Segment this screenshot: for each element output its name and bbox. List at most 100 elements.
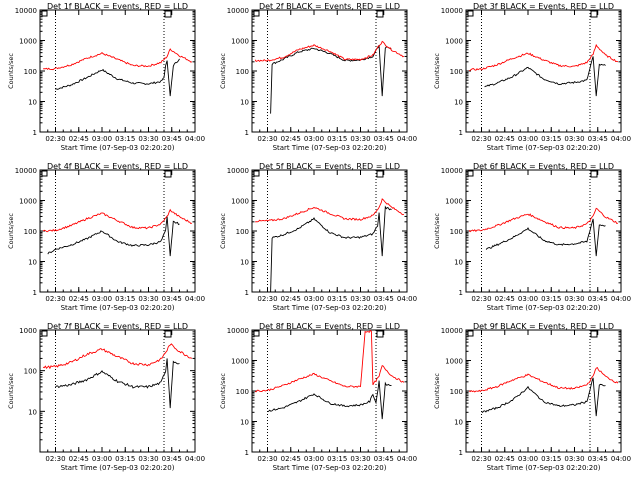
axes-frame	[465, 169, 622, 293]
panel-title: Det 1f BLACK = Events, RED = LLD	[47, 2, 188, 11]
panel-title: Det 2f BLACK = Events, RED = LLD	[259, 2, 400, 11]
series-line-events	[485, 218, 606, 257]
x-tick-label: 02:45	[281, 295, 301, 303]
x-tick-label: 03:00	[518, 295, 538, 303]
x-tick-label: 03:45	[162, 295, 182, 303]
panel-title: Det 3f BLACK = Events, RED = LLD	[473, 2, 614, 11]
y-tick-label: 10	[240, 99, 249, 107]
panel-det-4: Det 4f BLACK = Events, RED = LLD 1 10 100 10…	[7, 162, 205, 312]
panel-det-2: Det 2f BLACK = Events, RED = LLD 1 10 100 10…	[219, 2, 417, 152]
series-line-lld	[42, 208, 193, 233]
panel-title: Det 6f BLACK = Events, RED = LLD	[473, 162, 614, 171]
y-tick-label: 100	[450, 228, 463, 236]
x-tick-label: 02:30	[45, 455, 65, 463]
y-axis-label: Counts/sec	[7, 53, 15, 89]
y-tick-label: 1	[245, 289, 249, 297]
x-tick-label: 03:30	[138, 135, 158, 143]
panel-det-8: Det 8f BLACK = Events, RED = LLD 1 10 100 10…	[219, 322, 417, 472]
panel-det-9: Det 9f BLACK = Events, RED = LLD 1 10 100 10…	[433, 322, 631, 472]
y-tick-label: 10000	[227, 327, 249, 335]
y-tick-label: 100	[450, 68, 463, 76]
x-tick-label: 03:30	[350, 295, 370, 303]
y-tick-label: 10000	[441, 327, 463, 335]
series-line-events	[55, 358, 180, 409]
y-tick-label: 100	[450, 388, 463, 396]
flag-box-right	[590, 10, 598, 18]
flag-box-left	[41, 330, 48, 337]
y-tick-label: 1000	[19, 327, 37, 335]
x-tick-label: 04:00	[397, 455, 417, 463]
axes-frame	[39, 169, 196, 293]
x-tick-label: 03:15	[541, 135, 561, 143]
y-tick-label: 1	[459, 449, 463, 457]
panel-title: Det 5f BLACK = Events, RED = LLD	[259, 162, 400, 171]
y-axis-label: Counts/sec	[7, 213, 15, 249]
x-axis-label: Start Time (07-Sep-03 02:20:20)	[487, 304, 601, 312]
y-tick-label: 100	[24, 68, 37, 76]
y-tick-label: 10000	[441, 7, 463, 15]
x-tick-label: 03:45	[588, 295, 608, 303]
x-tick-label: 04:00	[611, 455, 631, 463]
x-tick-label: 03:45	[374, 455, 394, 463]
x-tick-label: 02:30	[45, 295, 65, 303]
y-tick-label: 1	[459, 289, 463, 297]
x-tick-label: 02:45	[69, 455, 89, 463]
x-tick-label: 02:45	[281, 135, 301, 143]
x-tick-label: 04:00	[397, 135, 417, 143]
y-tick-label: 100	[236, 388, 249, 396]
y-tick-label: 10	[454, 259, 463, 267]
series-line-events	[267, 380, 392, 420]
y-tick-label: 1000	[445, 198, 463, 206]
x-tick-label: 03:30	[138, 295, 158, 303]
x-tick-label: 02:30	[257, 295, 277, 303]
y-tick-label: 100	[24, 368, 37, 376]
flag-box-right	[164, 10, 172, 18]
flag-box-right	[164, 170, 172, 178]
x-tick-label: 03:15	[327, 455, 347, 463]
y-axis-label: Counts/sec	[219, 373, 227, 409]
panel-det-5: Det 5f BLACK = Events, RED = LLD 1 10 100 10…	[219, 162, 417, 312]
x-axis-label: Start Time (07-Sep-03 02:20:20)	[273, 144, 387, 152]
x-tick-label: 02:30	[471, 295, 491, 303]
x-axis-label: Start Time (07-Sep-03 02:20:20)	[273, 464, 387, 472]
series-line-lld	[468, 366, 619, 393]
x-tick-label: 03:15	[541, 295, 561, 303]
x-tick-label: 03:00	[304, 455, 324, 463]
x-tick-label: 03:00	[304, 295, 324, 303]
y-axis-label: Counts/sec	[7, 373, 15, 409]
y-tick-label: 1000	[231, 358, 249, 366]
y-tick-label: 10	[454, 419, 463, 427]
x-tick-label: 02:45	[69, 135, 89, 143]
x-tick-label: 03:15	[327, 295, 347, 303]
y-tick-label: 1	[33, 289, 37, 297]
series-line-lld	[468, 207, 619, 233]
axes-frame	[251, 329, 408, 453]
flag-box-left	[467, 170, 474, 177]
x-tick-label: 04:00	[611, 135, 631, 143]
series-line-events	[270, 45, 392, 114]
x-tick-label: 03:30	[350, 135, 370, 143]
y-tick-label: 1000	[445, 358, 463, 366]
series-line-events	[484, 56, 606, 97]
x-tick-label: 02:45	[495, 135, 515, 143]
y-tick-label: 1	[245, 449, 249, 457]
x-tick-label: 03:15	[541, 455, 561, 463]
x-tick-label: 03:30	[350, 455, 370, 463]
flag-box-left	[41, 170, 48, 177]
series-line-lld	[254, 40, 405, 63]
x-tick-label: 02:30	[471, 455, 491, 463]
y-tick-label: 100	[236, 68, 249, 76]
x-tick-label: 02:45	[495, 295, 515, 303]
y-tick-label: 10000	[441, 167, 463, 175]
series-line-lld	[255, 198, 404, 223]
y-axis-label: Counts/sec	[433, 373, 441, 409]
x-tick-label: 03:15	[115, 295, 135, 303]
axes-frame	[39, 9, 196, 133]
y-tick-label: 1000	[445, 38, 463, 46]
x-tick-label: 03:30	[564, 295, 584, 303]
axes-frame	[465, 9, 622, 133]
y-tick-label: 10000	[15, 7, 37, 15]
x-axis-label: Start Time (07-Sep-03 02:20:20)	[487, 144, 601, 152]
series-line-lld	[42, 343, 193, 370]
x-tick-label: 03:00	[518, 135, 538, 143]
